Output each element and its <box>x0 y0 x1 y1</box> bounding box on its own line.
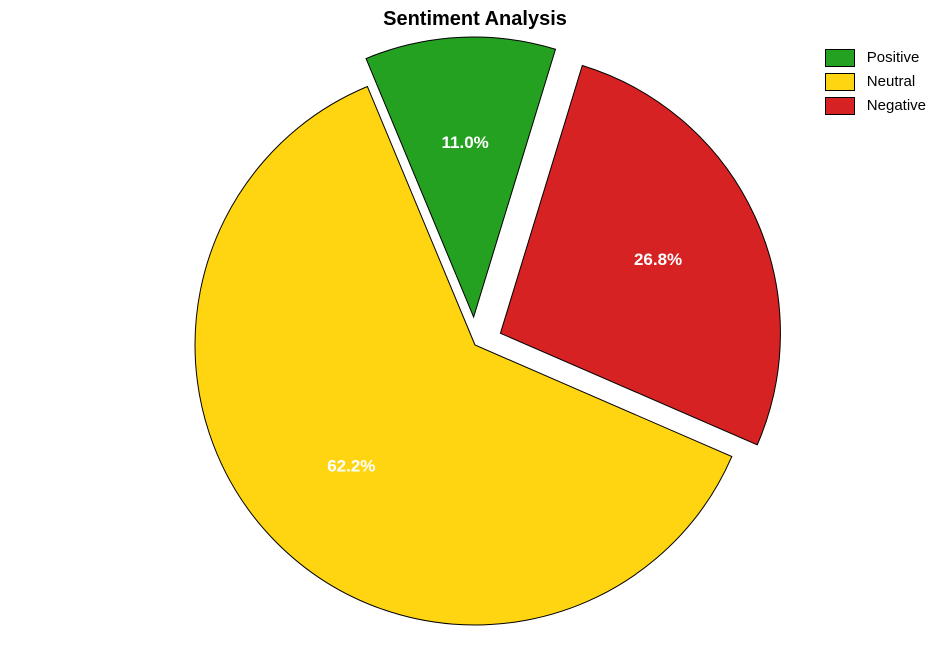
legend-label-neutral: Neutral <box>867 70 915 94</box>
pie-slice-label-negative: 26.8% <box>634 250 682 269</box>
pie-slice-label-positive: 11.0% <box>442 133 489 152</box>
legend-item-neutral: Neutral <box>825 70 926 94</box>
pie-slice-label-neutral: 62.2% <box>327 456 375 475</box>
legend-label-negative: Negative <box>867 94 926 118</box>
legend-swatch-positive <box>825 49 855 67</box>
legend-label-positive: Positive <box>867 46 920 70</box>
legend-swatch-neutral <box>825 73 855 91</box>
pie-chart: 11.0% 62.2% 26.8% <box>0 35 950 655</box>
legend-item-negative: Negative <box>825 94 926 118</box>
legend-item-positive: Positive <box>825 46 926 70</box>
chart-container: Sentiment Analysis 11.0% 62.2% 26.8% Posit… <box>0 0 950 662</box>
legend-swatch-negative <box>825 97 855 115</box>
legend: PositiveNeutralNegative <box>825 46 926 118</box>
chart-title: Sentiment Analysis <box>0 8 950 31</box>
